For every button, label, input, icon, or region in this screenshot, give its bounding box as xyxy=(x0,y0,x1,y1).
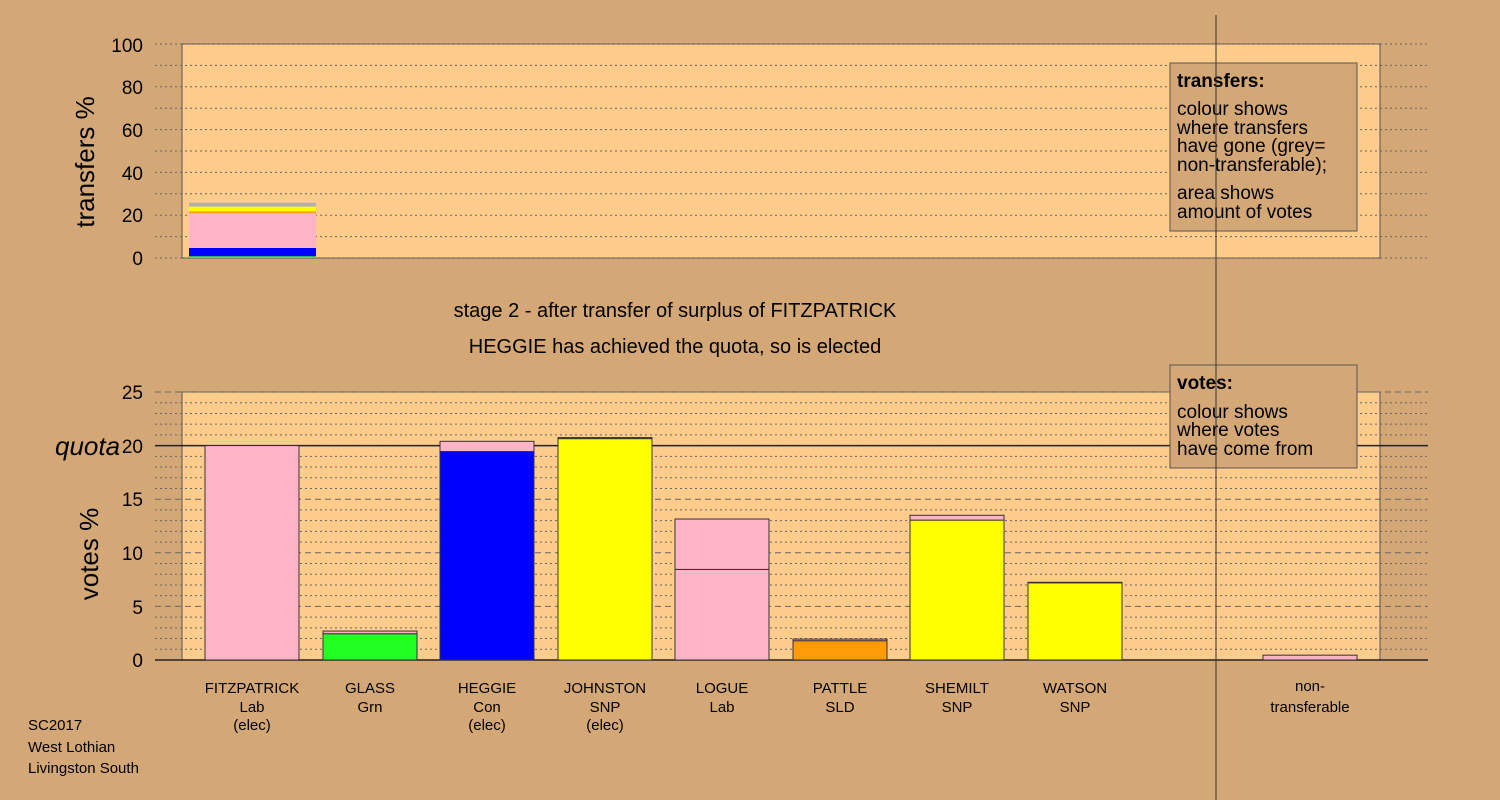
stage-line-2: HEGGIE has achieved the quota, so is ele… xyxy=(469,336,881,358)
candidate-name: GLASS xyxy=(345,680,395,697)
transfers-legend-line: area shows xyxy=(1177,183,1274,204)
candidate-name: FITZPATRICK xyxy=(205,680,299,697)
transfers-legend-title: transfers: xyxy=(1177,71,1265,92)
stage-description: stage 2 - after transfer of surplus of F… xyxy=(454,300,897,358)
candidate-name: HEGGIE xyxy=(458,680,516,697)
vote-segment xyxy=(792,638,888,642)
vote-segment xyxy=(557,438,653,661)
votes-legend-title: votes: xyxy=(1177,373,1233,394)
candidate-label: FITZPATRICK Lab (elec) xyxy=(205,680,299,734)
candidate-party: SNP xyxy=(942,699,973,716)
votes-legend-line: where votes xyxy=(1176,420,1279,441)
candidate-name: SHEMILT xyxy=(925,680,989,697)
candidate-party: Con xyxy=(473,699,501,716)
candidate-labels: FITZPATRICK Lab (elec) GLASS Grn HEGGIE … xyxy=(205,678,1350,734)
candidate-label: WATSON SNP xyxy=(1043,680,1107,716)
nontransferable-label-line: non- xyxy=(1295,678,1325,695)
transfers-legend-box xyxy=(1169,62,1358,232)
transfers-axis-title: transfers % xyxy=(70,96,100,228)
votes-tick-label: 20 xyxy=(122,437,143,458)
transfers-legend: transfers: colour shows where transfers … xyxy=(1169,62,1358,232)
votes-tick-labels: 0 5 10 15 20 25 xyxy=(122,383,143,672)
votes-tick-label: 10 xyxy=(122,544,143,565)
transfers-legend-line: non-transferable); xyxy=(1177,155,1327,176)
vote-segment xyxy=(439,450,535,661)
vote-segment xyxy=(557,437,653,440)
candidate-name: WATSON xyxy=(1043,680,1107,697)
transfers-legend-line: amount of votes xyxy=(1177,202,1312,223)
candidate-party: Lab xyxy=(239,699,264,716)
candidate-party: Grn xyxy=(357,699,382,716)
vote-segment xyxy=(322,630,418,635)
vote-segment xyxy=(1262,654,1358,661)
transfers-tick-label: 40 xyxy=(122,164,143,185)
footer: SC2017 West Lothian Livingston South xyxy=(28,717,139,777)
votes-legend: votes: colour shows where votes have com… xyxy=(1169,364,1358,469)
vote-segment xyxy=(1027,581,1123,584)
nontransferable-label: non- transferable xyxy=(1270,678,1349,716)
transfers-legend-line: where transfers xyxy=(1176,118,1308,139)
votes-tick-label: 15 xyxy=(122,490,143,511)
votes-legend-line: have come from xyxy=(1177,439,1313,460)
candidate-status: (elec) xyxy=(586,717,624,734)
stage-line-1: stage 2 - after transfer of surplus of F… xyxy=(454,300,897,322)
transfers-tick-label: 20 xyxy=(122,206,143,227)
candidate-party: SNP xyxy=(1060,699,1091,716)
footer-ward: Livingston South xyxy=(28,760,139,777)
quota-label: quota xyxy=(55,431,120,461)
transfers-legend-line: colour shows xyxy=(1177,99,1288,120)
votes-panel: 0 5 10 15 20 25 quota votes % votes: col… xyxy=(55,364,1428,672)
nontransferable-label-line: transferable xyxy=(1270,699,1349,716)
transfer-segment xyxy=(189,247,316,257)
candidate-status: (elec) xyxy=(233,717,271,734)
candidate-label: HEGGIE Con (elec) xyxy=(458,680,516,734)
votes-legend-line: colour shows xyxy=(1177,402,1288,423)
transfer-segment xyxy=(189,211,316,214)
candidate-name: PATTLE xyxy=(813,680,867,697)
candidate-label: SHEMILT SNP xyxy=(925,680,989,716)
transfers-tick-labels: 0 20 40 60 80 100 xyxy=(111,36,143,270)
vote-segment xyxy=(792,640,888,661)
votes-tick-label: 25 xyxy=(122,383,143,404)
transfers-tick-label: 60 xyxy=(122,121,143,142)
candidate-label: JOHNSTON SNP (elec) xyxy=(564,680,646,734)
vote-segment xyxy=(674,518,770,570)
transfers-legend-line: have gone (grey= xyxy=(1177,136,1325,157)
candidate-name: JOHNSTON xyxy=(564,680,646,697)
vote-segment xyxy=(909,514,1005,521)
candidate-party: SNP xyxy=(590,699,621,716)
vote-segment xyxy=(1027,582,1123,661)
transfers-bars xyxy=(189,202,316,258)
votes-bars xyxy=(204,437,1358,661)
candidate-party: Lab xyxy=(709,699,734,716)
candidate-party: SLD xyxy=(825,699,854,716)
transfer-segment xyxy=(189,206,316,212)
candidate-label: GLASS Grn xyxy=(345,680,395,716)
votes-legend-box xyxy=(1169,364,1358,469)
transfers-tick-label: 0 xyxy=(132,249,143,270)
candidate-label: LOGUE Lab xyxy=(696,680,749,716)
transfer-segment xyxy=(189,256,316,258)
votes-tick-label: 0 xyxy=(132,651,143,672)
transfers-tick-label: 80 xyxy=(122,78,143,99)
vote-segment xyxy=(909,519,1005,661)
votes-axis-title: votes % xyxy=(74,508,104,601)
footer-election: SC2017 xyxy=(28,717,82,734)
transfers-tick-label: 100 xyxy=(111,36,143,57)
candidate-status: (elec) xyxy=(468,717,506,734)
footer-council: West Lothian xyxy=(28,739,115,756)
vote-segment xyxy=(322,633,418,661)
transfer-segment xyxy=(189,202,316,207)
vote-segment xyxy=(674,568,770,661)
candidate-name: LOGUE xyxy=(696,680,749,697)
vote-segment xyxy=(439,440,535,452)
votes-tick-label: 5 xyxy=(132,598,143,619)
transfers-panel: 0 20 40 60 80 100 transfers % transfers:… xyxy=(70,36,1428,270)
candidate-label: PATTLE SLD xyxy=(813,680,867,716)
vote-segment xyxy=(204,445,300,661)
transfer-segment xyxy=(189,213,316,248)
